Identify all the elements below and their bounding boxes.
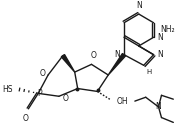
Polygon shape bbox=[61, 55, 75, 72]
Text: N: N bbox=[136, 1, 142, 10]
Text: HS: HS bbox=[2, 85, 13, 94]
Text: O: O bbox=[39, 69, 45, 78]
Text: H: H bbox=[147, 69, 152, 75]
Text: N: N bbox=[158, 50, 163, 59]
Text: N: N bbox=[158, 33, 163, 42]
Polygon shape bbox=[108, 53, 126, 75]
Text: O: O bbox=[63, 94, 69, 103]
Text: OH: OH bbox=[117, 97, 129, 106]
Text: NH₂: NH₂ bbox=[160, 25, 175, 34]
Text: N: N bbox=[114, 50, 120, 59]
Text: P: P bbox=[37, 89, 42, 98]
Text: O: O bbox=[90, 51, 96, 60]
Text: O: O bbox=[22, 114, 28, 123]
Text: N: N bbox=[156, 102, 161, 111]
